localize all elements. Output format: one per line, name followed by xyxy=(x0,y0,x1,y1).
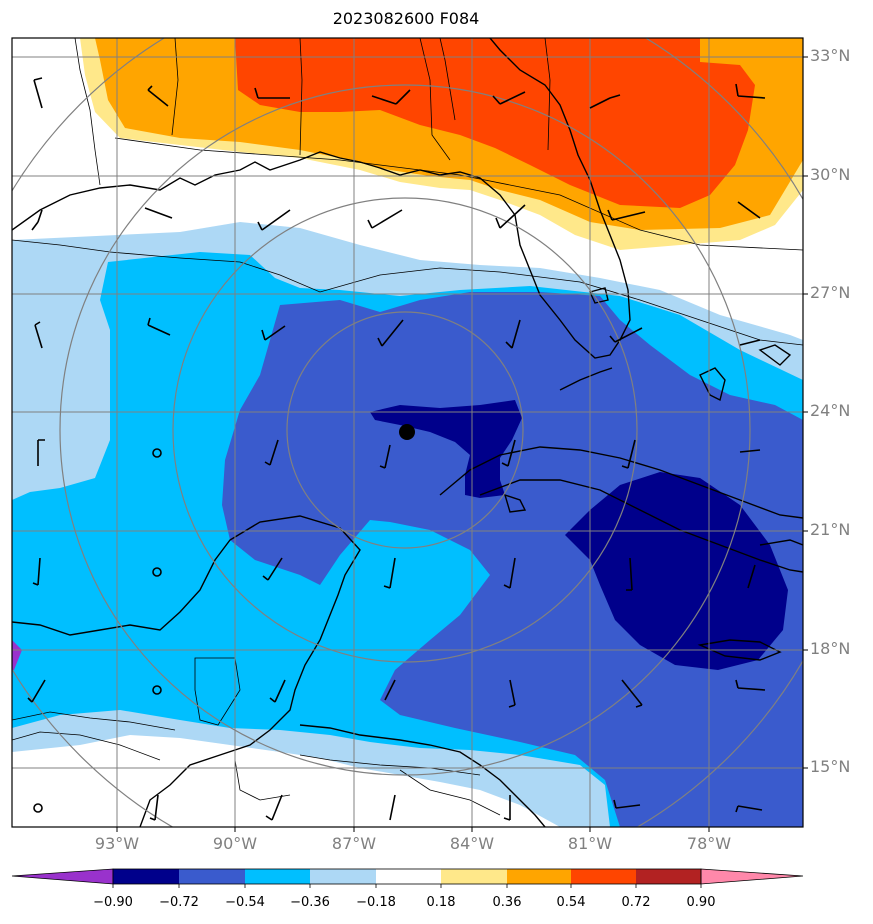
storm-center-marker xyxy=(399,424,415,440)
lat-label-30N: 30°N xyxy=(810,165,851,184)
coastlines xyxy=(12,38,803,827)
contour-fill xyxy=(12,38,803,827)
graticule xyxy=(12,38,803,827)
colorbar-frame xyxy=(112,868,702,885)
lat-label-24N: 24°N xyxy=(810,401,851,420)
colorbar-tick-label: 0.18 xyxy=(426,895,456,910)
lon-label-78W: 78°W xyxy=(686,834,732,853)
lat-label-18N: 18°N xyxy=(810,639,851,658)
axis-ticks xyxy=(116,56,808,832)
map-plot-area xyxy=(12,38,803,827)
lat-label-15N: 15°N xyxy=(810,757,851,776)
colorbar-bin xyxy=(113,869,179,884)
colorbar-tick-label: 0.54 xyxy=(556,895,586,910)
contour-below-min xyxy=(12,640,22,670)
colorbar-bin xyxy=(507,869,571,884)
lon-label-81W: 81°W xyxy=(567,834,613,853)
lat-label-27N: 27°N xyxy=(810,283,851,302)
colorbar-tick-label: 0.72 xyxy=(621,895,651,910)
colorbar-extend-min xyxy=(11,868,114,885)
colorbar-tick-label: −0.90 xyxy=(93,895,133,910)
wind-barbs xyxy=(27,77,766,821)
colorbar-extend-max xyxy=(700,868,804,885)
colorbar-tick-label: −0.36 xyxy=(290,895,330,910)
lon-label-84W: 84°W xyxy=(449,834,495,853)
colorbar-bin xyxy=(310,869,376,884)
lon-label-93W: 93°W xyxy=(94,834,140,853)
range-rings xyxy=(12,38,803,827)
colorbar-tick-label: −0.18 xyxy=(356,895,396,910)
map-title: 2023082600 F084 xyxy=(332,9,480,28)
contour-minus0.72-minus0.90-caribbean xyxy=(565,472,788,670)
lon-label-90W: 90°W xyxy=(212,834,258,853)
colorbar-tick-label: −0.54 xyxy=(225,895,265,910)
colorbar-bin xyxy=(441,869,507,884)
colorbar-bin xyxy=(571,869,636,884)
colorbar-tick-label: 0.90 xyxy=(686,895,716,910)
lat-label-21N: 21°N xyxy=(810,520,851,539)
borders xyxy=(12,38,803,816)
colorbar xyxy=(11,868,804,888)
colorbar-bin xyxy=(636,869,701,884)
colorbar-bin xyxy=(179,869,245,884)
contour-0.54-0.72 xyxy=(235,38,755,208)
colorbar-tick-label: −0.72 xyxy=(159,895,199,910)
contour-minus0.54-minus0.72 xyxy=(222,292,803,827)
map-frame xyxy=(11,37,804,828)
colorbar-tick-label: 0.36 xyxy=(492,895,522,910)
lon-label-87W: 87°W xyxy=(331,834,377,853)
colorbar-bin xyxy=(245,869,310,884)
lat-label-33N: 33°N xyxy=(810,46,851,65)
colorbar-bin xyxy=(376,869,441,884)
